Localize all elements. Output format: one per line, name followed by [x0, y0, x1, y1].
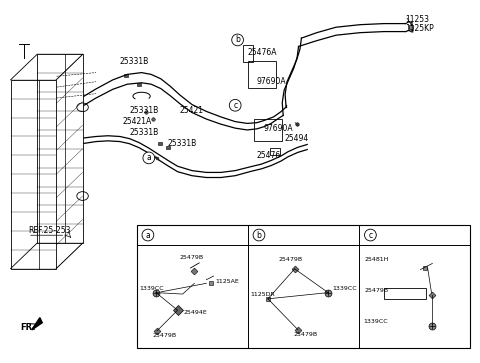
- Text: c: c: [368, 231, 372, 240]
- Text: 25479B: 25479B: [180, 255, 204, 260]
- Text: REF.25-253: REF.25-253: [28, 226, 71, 235]
- Bar: [248, 61, 276, 88]
- Bar: [384, 289, 426, 299]
- Bar: [11, 80, 56, 269]
- Text: 1339CC: 1339CC: [363, 319, 388, 324]
- Text: 25331B: 25331B: [168, 139, 197, 148]
- Bar: [137, 83, 141, 86]
- Bar: [243, 45, 253, 62]
- Bar: [124, 74, 128, 77]
- Text: 25481H: 25481H: [364, 257, 388, 262]
- Text: FR.: FR.: [21, 323, 36, 332]
- Text: 25331B: 25331B: [120, 57, 149, 66]
- Bar: [37, 54, 83, 243]
- Text: 25479B: 25479B: [279, 257, 303, 262]
- Text: 25494: 25494: [284, 134, 309, 143]
- Text: 97690A: 97690A: [264, 125, 294, 133]
- Text: 1339CC: 1339CC: [139, 286, 164, 291]
- Text: 1339CC: 1339CC: [332, 286, 357, 291]
- Text: 25494E: 25494E: [183, 310, 207, 314]
- Bar: [270, 148, 280, 155]
- Text: 97690A: 97690A: [257, 77, 287, 86]
- Text: 25479B: 25479B: [293, 333, 317, 337]
- Text: 25479B: 25479B: [152, 334, 176, 338]
- Text: 25479B: 25479B: [364, 288, 388, 293]
- Bar: [137, 225, 470, 348]
- Polygon shape: [32, 318, 42, 330]
- Text: 11253: 11253: [406, 15, 430, 24]
- Bar: [166, 146, 170, 149]
- Text: b: b: [257, 231, 262, 240]
- Text: c: c: [233, 101, 237, 110]
- Text: a: a: [145, 231, 150, 240]
- Text: 1125AE: 1125AE: [215, 279, 239, 284]
- Text: a: a: [146, 154, 151, 162]
- Text: 1125DR: 1125DR: [250, 292, 275, 297]
- Bar: [254, 119, 282, 141]
- Text: 25421: 25421: [180, 106, 204, 115]
- Text: 1125KP: 1125KP: [406, 24, 434, 33]
- Text: b: b: [235, 36, 240, 44]
- Text: 25331B: 25331B: [130, 128, 159, 137]
- Text: 25331B: 25331B: [130, 106, 159, 115]
- Bar: [158, 142, 162, 145]
- Text: 25421A: 25421A: [122, 117, 152, 126]
- Text: 25476A: 25476A: [247, 48, 276, 57]
- Text: 25476: 25476: [257, 151, 281, 159]
